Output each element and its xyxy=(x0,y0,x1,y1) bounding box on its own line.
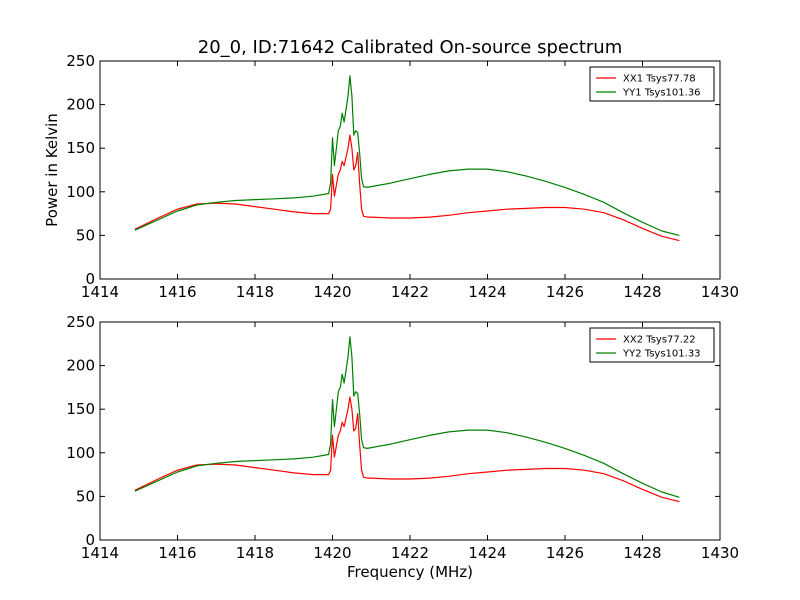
panel-2: 1414 1416 1418 1420 1422 1424 1426 1428 1430 0 50 1… xyxy=(66,313,739,562)
x-tick-label: 1430 xyxy=(701,544,739,562)
series-line-1-1 xyxy=(134,134,680,242)
x-tick-label: 1430 xyxy=(701,283,739,301)
series-line-1-2 xyxy=(134,75,680,236)
y-tick-label: 150 xyxy=(66,400,95,418)
legend-box xyxy=(589,66,715,102)
y-tick-label: 150 xyxy=(66,139,95,157)
x-tick-label: 1418 xyxy=(236,283,274,301)
x-tick-label: 1414 xyxy=(81,283,119,301)
y-tick-label: 50 xyxy=(76,487,95,505)
legend: XX2 Tsys77.22 YY2 Tsys101.33 xyxy=(589,327,715,363)
y-tick-label: 250 xyxy=(66,52,95,70)
x-tick-label: 1416 xyxy=(158,544,196,562)
x-tick-label: 1416 xyxy=(158,283,196,301)
x-tick-label: 1420 xyxy=(313,544,351,562)
legend-entry: YY1 Tsys101.36 xyxy=(622,88,701,99)
chart-title: 20_0, ID:71642 Calibrated On-source spec… xyxy=(198,37,623,58)
x-tick-label: 1426 xyxy=(546,283,584,301)
x-tick-label: 1414 xyxy=(81,544,119,562)
y-tick-label: 100 xyxy=(66,183,95,201)
legend-box xyxy=(589,327,715,363)
y-tick-label: 50 xyxy=(76,226,95,244)
legend: XX1 Tsys77.78 YY1 Tsys101.36 xyxy=(589,66,715,102)
x-tick-label: 1428 xyxy=(623,544,661,562)
legend-entry: XX2 Tsys77.22 xyxy=(623,335,696,346)
panels-group: 1414 1416 1418 1420 1422 1424 1426 1428 1430 0 50 1… xyxy=(66,52,739,562)
legend-entry: YY2 Tsys101.33 xyxy=(622,349,701,360)
x-tick-label: 1426 xyxy=(546,544,584,562)
x-tick-label: 1418 xyxy=(236,544,274,562)
x-tick-label: 1422 xyxy=(391,544,429,562)
y-tick-label: 0 xyxy=(85,531,95,549)
panel-1: 1414 1416 1418 1420 1422 1424 1426 1428 1430 0 50 1… xyxy=(66,52,739,301)
y-tick-label: 200 xyxy=(66,357,95,375)
series-line-2-1 xyxy=(134,396,680,503)
y-tick-label: 0 xyxy=(85,270,95,288)
x-tick-label: 1424 xyxy=(468,283,506,301)
y-tick-label: 100 xyxy=(66,444,95,462)
y-tick-label: 250 xyxy=(66,313,95,331)
x-tick-label: 1428 xyxy=(623,283,661,301)
x-tick-label: 1420 xyxy=(313,283,351,301)
x-tick-label: 1424 xyxy=(468,544,506,562)
y-tick-label: 200 xyxy=(66,96,95,114)
x-axis-label: Frequency (MHz) xyxy=(347,563,473,581)
y-axis-label: Power in Kelvin xyxy=(43,113,61,227)
x-tick-label: 1422 xyxy=(391,283,429,301)
legend-entry: XX1 Tsys77.78 xyxy=(623,74,696,85)
series-line-2-2 xyxy=(134,336,680,498)
